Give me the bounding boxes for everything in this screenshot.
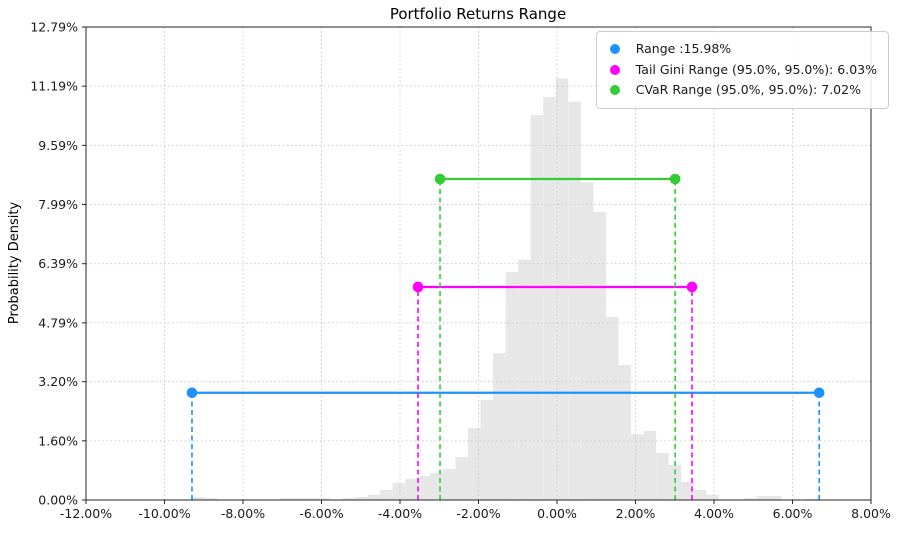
x-tick-label: 0.00% bbox=[537, 506, 577, 521]
histogram-bar bbox=[405, 478, 418, 500]
histogram-bar bbox=[480, 400, 494, 500]
x-tick-label: -8.00% bbox=[221, 506, 265, 521]
histogram-bar bbox=[505, 271, 519, 500]
range-marker-icon bbox=[609, 44, 620, 55]
chart-title: Portfolio Returns Range bbox=[390, 5, 566, 23]
histogram-bar bbox=[204, 498, 218, 500]
tail-gini-range-marker-icon bbox=[609, 64, 620, 75]
y-axis-label: Probability Density bbox=[7, 202, 22, 325]
histogram-bar bbox=[618, 365, 632, 500]
x-tick-label: 8.00% bbox=[851, 506, 891, 521]
y-tick-label: 7.99% bbox=[38, 197, 78, 212]
legend-item-range: Range :15.98% bbox=[606, 39, 877, 60]
x-tick-label: -6.00% bbox=[299, 506, 343, 521]
histogram-bar bbox=[467, 427, 481, 500]
x-tick-label: 6.00% bbox=[773, 506, 813, 521]
histogram-bar bbox=[643, 430, 657, 500]
range-overlays bbox=[186, 173, 825, 500]
histogram-bars bbox=[191, 78, 820, 501]
range-endpoint-marker bbox=[813, 387, 825, 399]
histogram-bar bbox=[392, 482, 406, 500]
x-tick-label: -2.00% bbox=[456, 506, 500, 521]
histogram-bar bbox=[342, 498, 356, 500]
tail-gini-range-endpoint-marker bbox=[686, 281, 698, 293]
histogram-bar bbox=[605, 316, 619, 500]
y-tick-label: 0.00% bbox=[38, 493, 78, 508]
histogram-bar bbox=[656, 453, 669, 500]
x-tick-label: 4.00% bbox=[694, 506, 734, 521]
y-tick-label: 6.39% bbox=[38, 256, 78, 271]
histogram-bar bbox=[380, 490, 393, 500]
axes-spines-and-ticks bbox=[82, 26, 872, 504]
histogram-bar bbox=[681, 481, 694, 500]
histogram-bar bbox=[806, 498, 820, 500]
legend-label: Tail Gini Range (95.0%, 95.0%): 6.03% bbox=[635, 61, 877, 77]
x-tick-label: 2.00% bbox=[616, 506, 656, 521]
y-tick-label: 1.60% bbox=[38, 433, 78, 448]
histogram-bar bbox=[706, 494, 719, 500]
histogram-bar bbox=[417, 475, 431, 500]
x-tick-label: -12.00% bbox=[60, 506, 112, 521]
histogram-bar bbox=[191, 497, 205, 500]
histogram-bar bbox=[355, 497, 368, 500]
cvar-range-endpoint-marker bbox=[669, 173, 681, 185]
y-tick-label: 11.19% bbox=[30, 79, 78, 94]
histogram-bar bbox=[442, 468, 456, 500]
y-tick-labels: 0.00% 1.60% 3.20% 4.79% 6.39% 7.99% 9.59% 11.19… bbox=[30, 20, 78, 508]
histogram-bar bbox=[430, 473, 443, 500]
histogram-bar bbox=[693, 490, 707, 500]
histogram-bar bbox=[304, 498, 318, 500]
histogram-bar bbox=[279, 498, 293, 500]
histogram-bar bbox=[756, 495, 770, 500]
histogram-bar bbox=[367, 494, 381, 500]
histogram-bar bbox=[743, 498, 757, 500]
histogram-bar bbox=[543, 96, 556, 501]
x-tick-label: -4.00% bbox=[378, 506, 422, 521]
legend-label: CVaR Range (95.0%, 95.0%): 7.02% bbox=[635, 82, 861, 97]
legend-label: Range :15.98% bbox=[635, 41, 732, 56]
range-endpoint-marker bbox=[186, 387, 198, 399]
histogram-bar bbox=[580, 181, 594, 500]
histogram-bar bbox=[317, 498, 330, 500]
histogram-bar bbox=[555, 78, 569, 501]
y-tick-label: 4.79% bbox=[38, 315, 78, 330]
cvar-range-marker-icon bbox=[609, 85, 620, 96]
x-tick-labels: -12.00% -10.00% -8.00% -6.00% -4.00% -2.00% 0.… bbox=[60, 506, 891, 521]
histogram-bar bbox=[530, 115, 544, 500]
histogram-bar bbox=[593, 211, 606, 500]
histogram-bar bbox=[631, 434, 644, 500]
legend-item-cvar-range: CVaR Range (95.0%, 95.0%): 7.02% bbox=[606, 80, 877, 101]
legend-item-tail-gini-range: Tail Gini Range (95.0%, 95.0%): 6.03% bbox=[606, 60, 877, 81]
x-tick-label: -10.00% bbox=[138, 506, 190, 521]
histogram-bar bbox=[518, 259, 531, 500]
histogram-bar bbox=[455, 457, 468, 500]
y-tick-label: 9.59% bbox=[38, 138, 78, 153]
histogram-bar bbox=[769, 495, 782, 500]
histogram-bar bbox=[292, 498, 305, 500]
cvar-range-endpoint-marker bbox=[434, 173, 446, 185]
y-tick-label: 12.79% bbox=[30, 20, 78, 35]
histogram-bar bbox=[493, 353, 506, 500]
y-tick-label: 3.20% bbox=[38, 374, 78, 389]
histogram-bar bbox=[568, 101, 581, 500]
tail-gini-range-endpoint-marker bbox=[412, 281, 424, 293]
legend: Range :15.98% Tail Gini Range (95.0%, 95.… bbox=[595, 31, 889, 109]
